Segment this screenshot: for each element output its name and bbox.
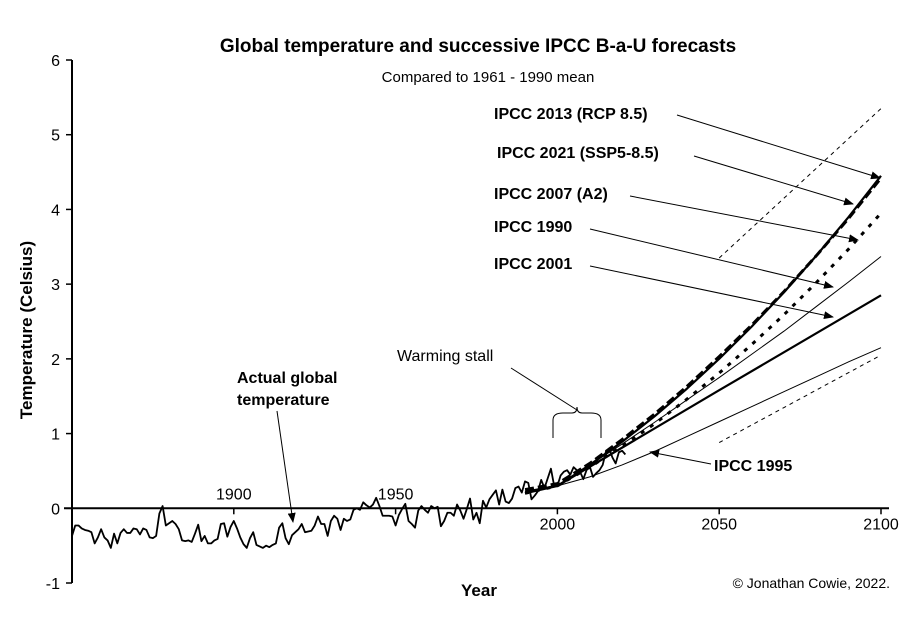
chart-subtitle: Compared to 1961 - 1990 mean [382, 69, 595, 86]
copyright: © Jonathan Cowie, 2022. [733, 575, 890, 591]
label-ipcc-2001: IPCC 2001 [494, 256, 572, 273]
forecast-ipcc-2021-ssp5-8-5 [524, 177, 883, 492]
y-tick-label: 5 [51, 128, 60, 145]
forecast-ipcc-2001 [524, 294, 882, 495]
label-ipcc-1990: IPCC 1990 [494, 219, 572, 236]
forecast-ipcc-1990 [524, 256, 882, 494]
series-layer [71, 108, 883, 549]
label-ipcc-2007: IPCC 2007 (A2) [494, 186, 608, 203]
label-actual-temperature-line2: temperature [237, 392, 330, 409]
range-line [718, 354, 882, 443]
label-ipcc-2021: IPCC 2021 (SSP5-8.5) [497, 145, 659, 162]
y-tick-label: -1 [46, 576, 60, 593]
arrow-ipcc-2013 [676, 114, 881, 180]
forecast-ipcc-2013-rcp-8-5 [524, 175, 882, 493]
x-tick-label: 2100 [863, 516, 899, 533]
label-actual-temperature-line1: Actual global [237, 370, 337, 387]
label-ipcc-2013: IPCC 2013 (RCP 8.5) [494, 106, 648, 123]
y-tick-label: 0 [51, 501, 60, 518]
x-axis-label: Year [461, 581, 497, 600]
y-tick-label: 6 [51, 53, 60, 70]
y-tick-label: 4 [51, 202, 60, 219]
x-tick-label: 2050 [701, 516, 737, 533]
label-ipcc-1995: IPCC 1995 [714, 458, 792, 475]
warming-stall-pointer [510, 367, 578, 411]
x-tick-label: 1950 [378, 486, 414, 503]
arrow-ipcc-1995 [649, 449, 712, 465]
arrow-actual-temperature [276, 410, 296, 523]
y-tick-label: 2 [51, 352, 60, 369]
y-tick-label: 3 [51, 277, 60, 294]
forecast-ipcc-2007-a2 [524, 212, 883, 495]
arrow-ipcc-1990 [589, 228, 834, 289]
axes: -1 0 1 2 3 4 5 6 1900 1950 2000 2050 2100 [46, 53, 899, 593]
arrow-ipcc-2021 [693, 155, 854, 206]
x-tick-label: 2000 [540, 516, 576, 533]
warming-stall-brace [552, 406, 602, 438]
observed-temperature-line [71, 447, 627, 549]
y-tick-label: 1 [51, 427, 60, 444]
y-axis-label: Temperature (Celsius) [17, 241, 36, 419]
label-warming-stall: Warming stall [397, 348, 493, 365]
chart-title: Global temperature and successive IPCC B… [220, 36, 736, 57]
arrow-ipcc-2007 [629, 195, 859, 243]
arrow-ipcc-2001 [589, 265, 834, 320]
range-line [718, 108, 882, 259]
x-tick-label: 1900 [216, 486, 252, 503]
